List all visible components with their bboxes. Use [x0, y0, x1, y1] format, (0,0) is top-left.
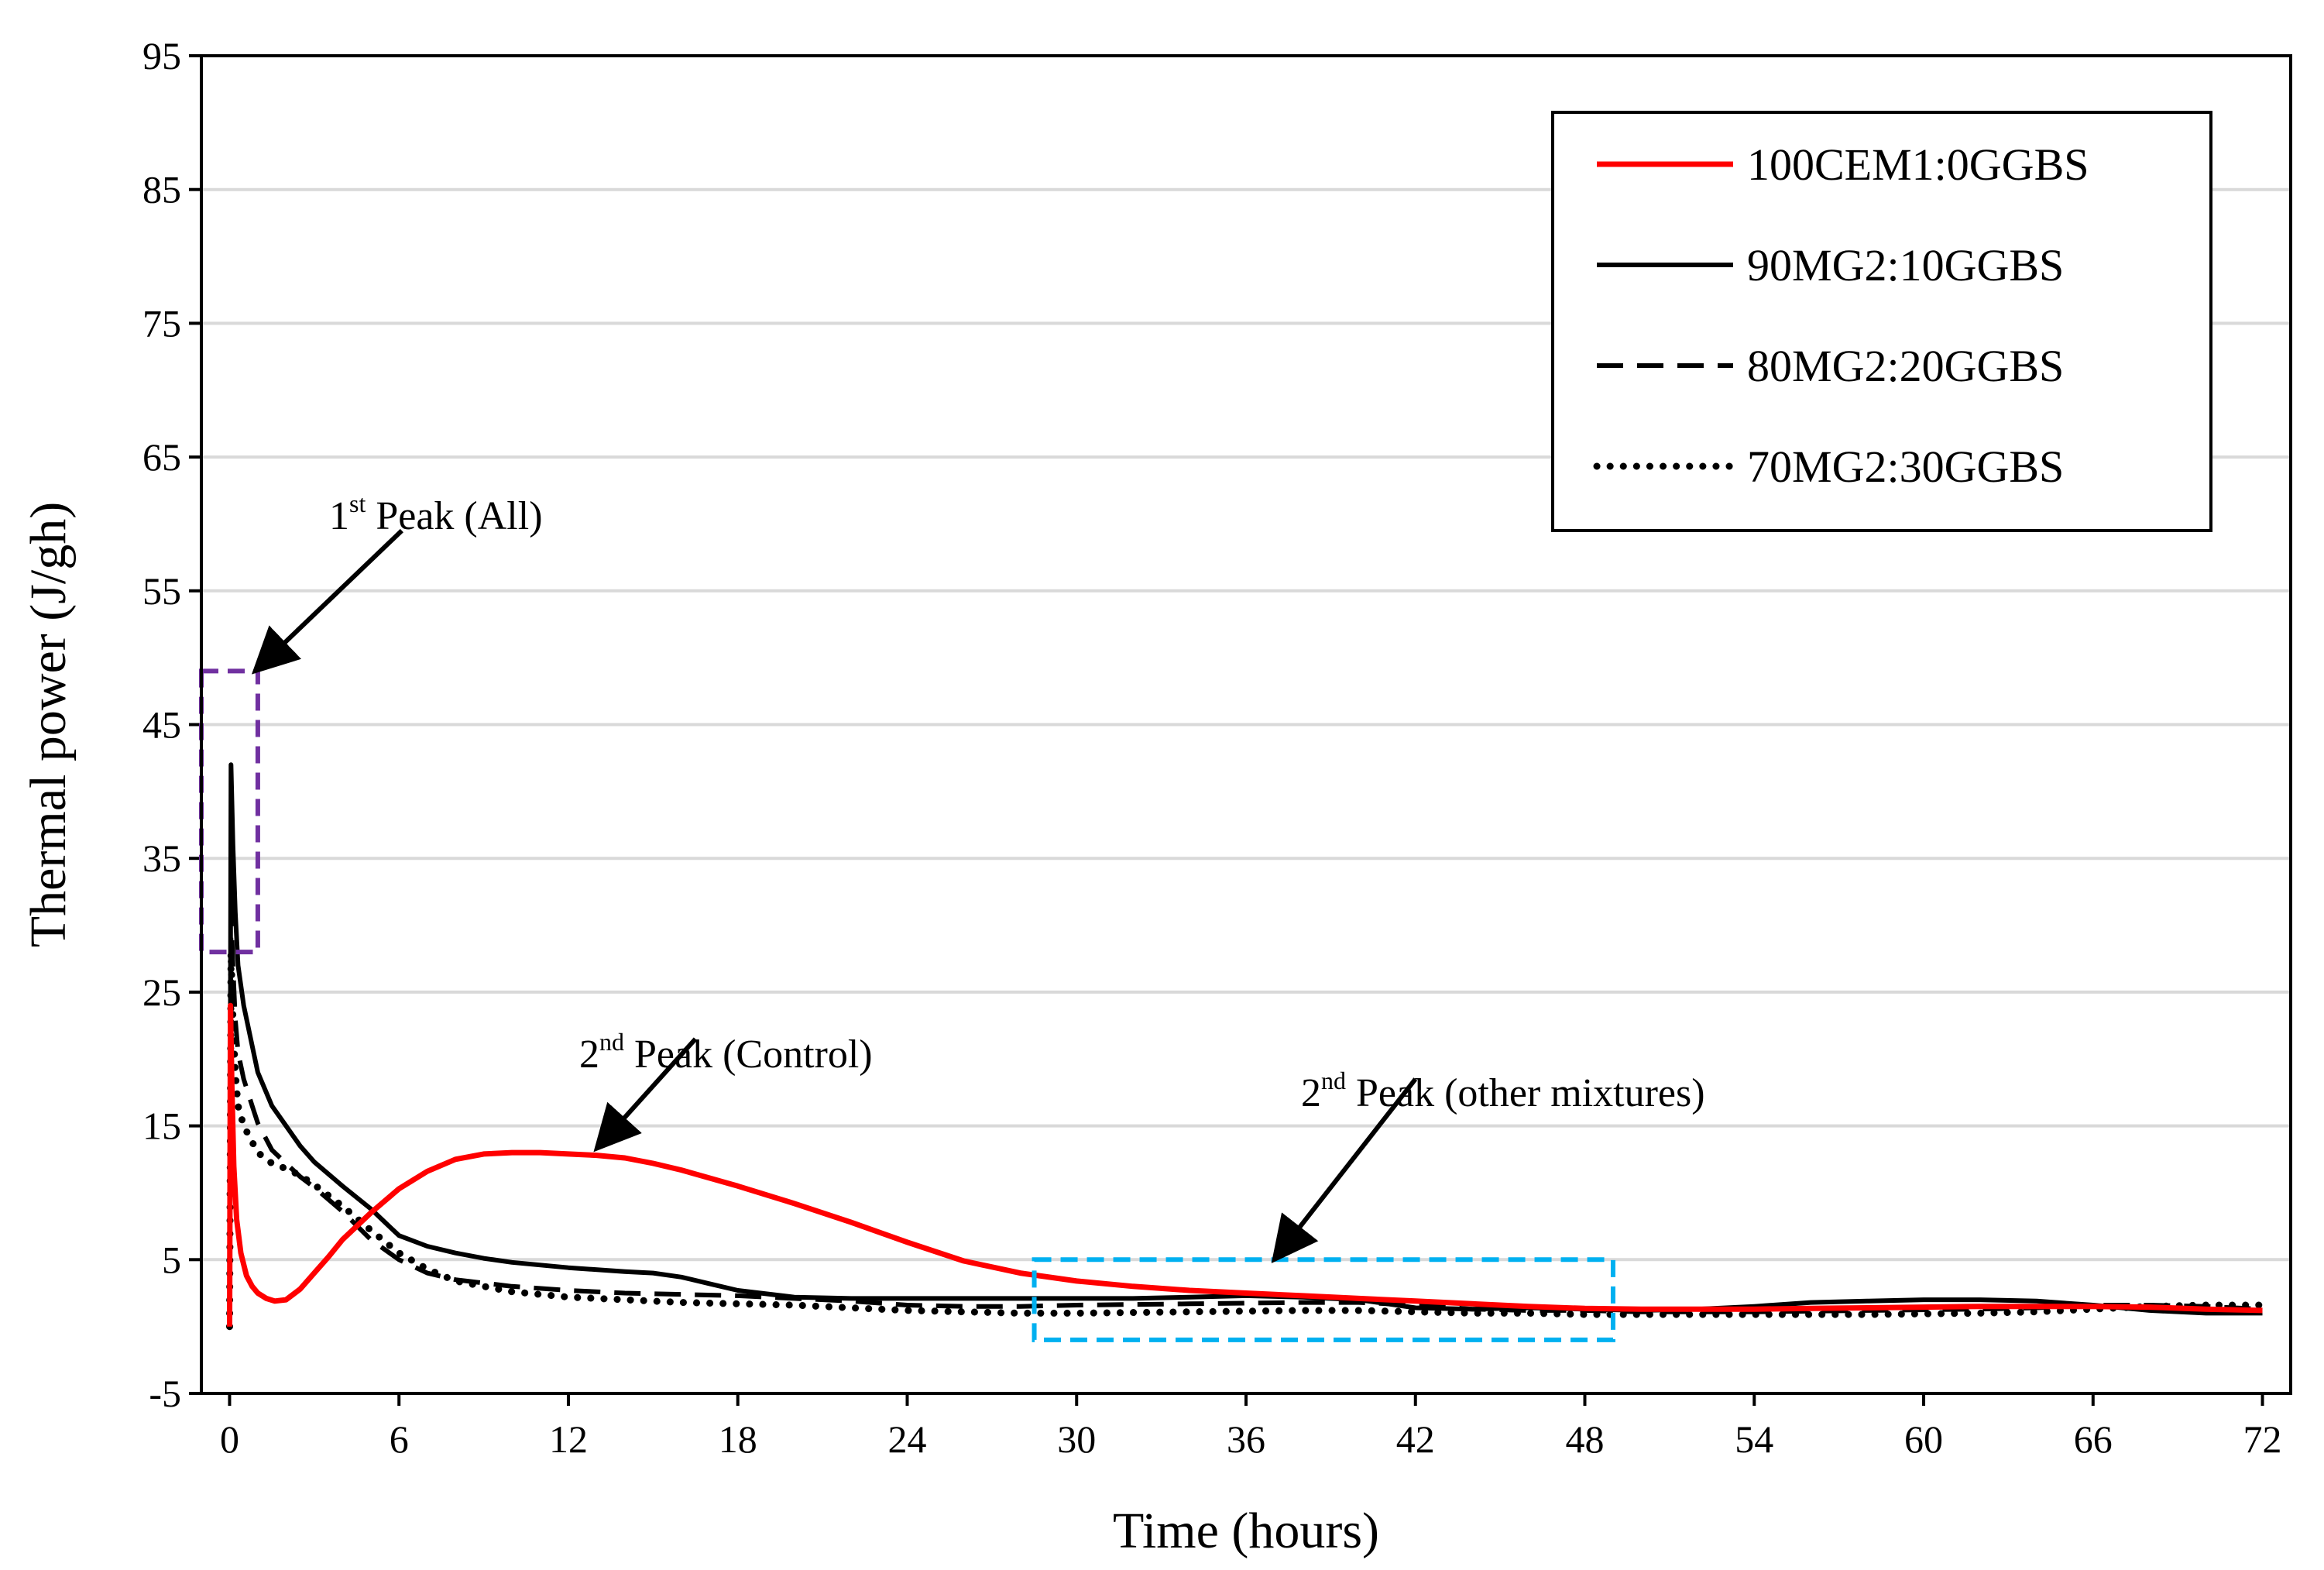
y-tick-label: -5 [149, 1372, 181, 1415]
annotations: 1st Peak (All)2nd Peak (Control)2nd Peak… [199, 490, 1705, 1342]
annotation-arrow [251, 528, 403, 675]
y-tick-label: 15 [142, 1104, 181, 1148]
legend-label: 100CEM1:0GGBS [1747, 139, 2089, 190]
y-axis-title: Thermal power (J/gh) [20, 502, 77, 947]
y-axis-ticks: -5 5 15 25 35 45 55 65 75 85 95 [142, 34, 201, 1415]
y-tick-label: 85 [142, 168, 181, 211]
y-tick-label: 75 [142, 301, 181, 345]
x-tick-label: 6 [390, 1417, 409, 1461]
x-tick-label: 42 [1396, 1417, 1435, 1461]
x-tick-label: 18 [719, 1417, 757, 1461]
x-tick-label: 48 [1566, 1417, 1605, 1461]
annotation-superscript: nd [1321, 1067, 1346, 1094]
x-tick-label: 72 [2243, 1417, 2282, 1461]
annotation-number: 2 [579, 1032, 599, 1077]
annotation-text: Peak (Control) [624, 1032, 873, 1077]
legend: 100CEM1:0GGBS 90MG2:10GGBS 80MG2:20GGBS 70M… [1551, 111, 2212, 532]
y-tick-label: 5 [162, 1238, 181, 1281]
annotation-superscript: st [349, 490, 366, 517]
legend-label: 90MG2:10GGBS [1747, 240, 2064, 290]
series-line-100CEM1:0GGBS [227, 1002, 2263, 1327]
annotation-label: 2nd Peak (Control) [579, 1028, 873, 1077]
annotation-box [1032, 1257, 1615, 1342]
annotation-number: 1 [329, 494, 349, 538]
plot-area-frame [200, 54, 2292, 1395]
x-tick-label: 30 [1057, 1417, 1096, 1461]
legend-label: 70MG2:30GGBS [1747, 441, 2064, 492]
x-tick-label: 0 [220, 1417, 239, 1461]
gridlines [201, 187, 2291, 1262]
annotation-label: 1st Peak (All) [329, 490, 543, 538]
x-tick-label: 60 [1904, 1417, 1943, 1461]
series-line-70MG2:30GGBS [226, 948, 2266, 1331]
annotation-text: Peak (other mixtures) [1346, 1071, 1705, 1115]
x-axis-title: Time (hours) [1113, 1503, 1379, 1559]
y-tick-label: 65 [142, 435, 181, 479]
y-tick-label: 35 [142, 837, 181, 880]
x-tick-label: 12 [549, 1417, 588, 1461]
series-line-90MG2:10GGBS [227, 762, 2263, 1327]
legend-label: 80MG2:20GGBS [1747, 341, 2064, 391]
x-tick-label: 54 [1735, 1417, 1773, 1461]
y-tick-label: 55 [142, 569, 181, 613]
x-tick-label: 24 [887, 1417, 926, 1461]
annotation-text: Peak (All) [366, 494, 542, 538]
annotation-number: 2 [1301, 1071, 1321, 1115]
annotation-superscript: nd [599, 1028, 624, 1056]
annotation-arrow [1271, 1077, 1418, 1264]
y-tick-label: 95 [142, 34, 181, 77]
series-lines [226, 762, 2266, 1331]
x-tick-label: 66 [2074, 1417, 2113, 1461]
annotation-label: 2nd Peak (other mixtures) [1301, 1067, 1705, 1115]
x-tick-label: 36 [1227, 1417, 1265, 1461]
annotation-arrow [593, 1037, 698, 1153]
legend-box [1551, 111, 2212, 532]
x-axis-ticks: 0 6 12 18 24 30 36 42 48 54 60 66 72 [220, 1393, 2282, 1461]
y-tick-label: 25 [142, 971, 181, 1014]
y-tick-label: 45 [142, 703, 181, 747]
